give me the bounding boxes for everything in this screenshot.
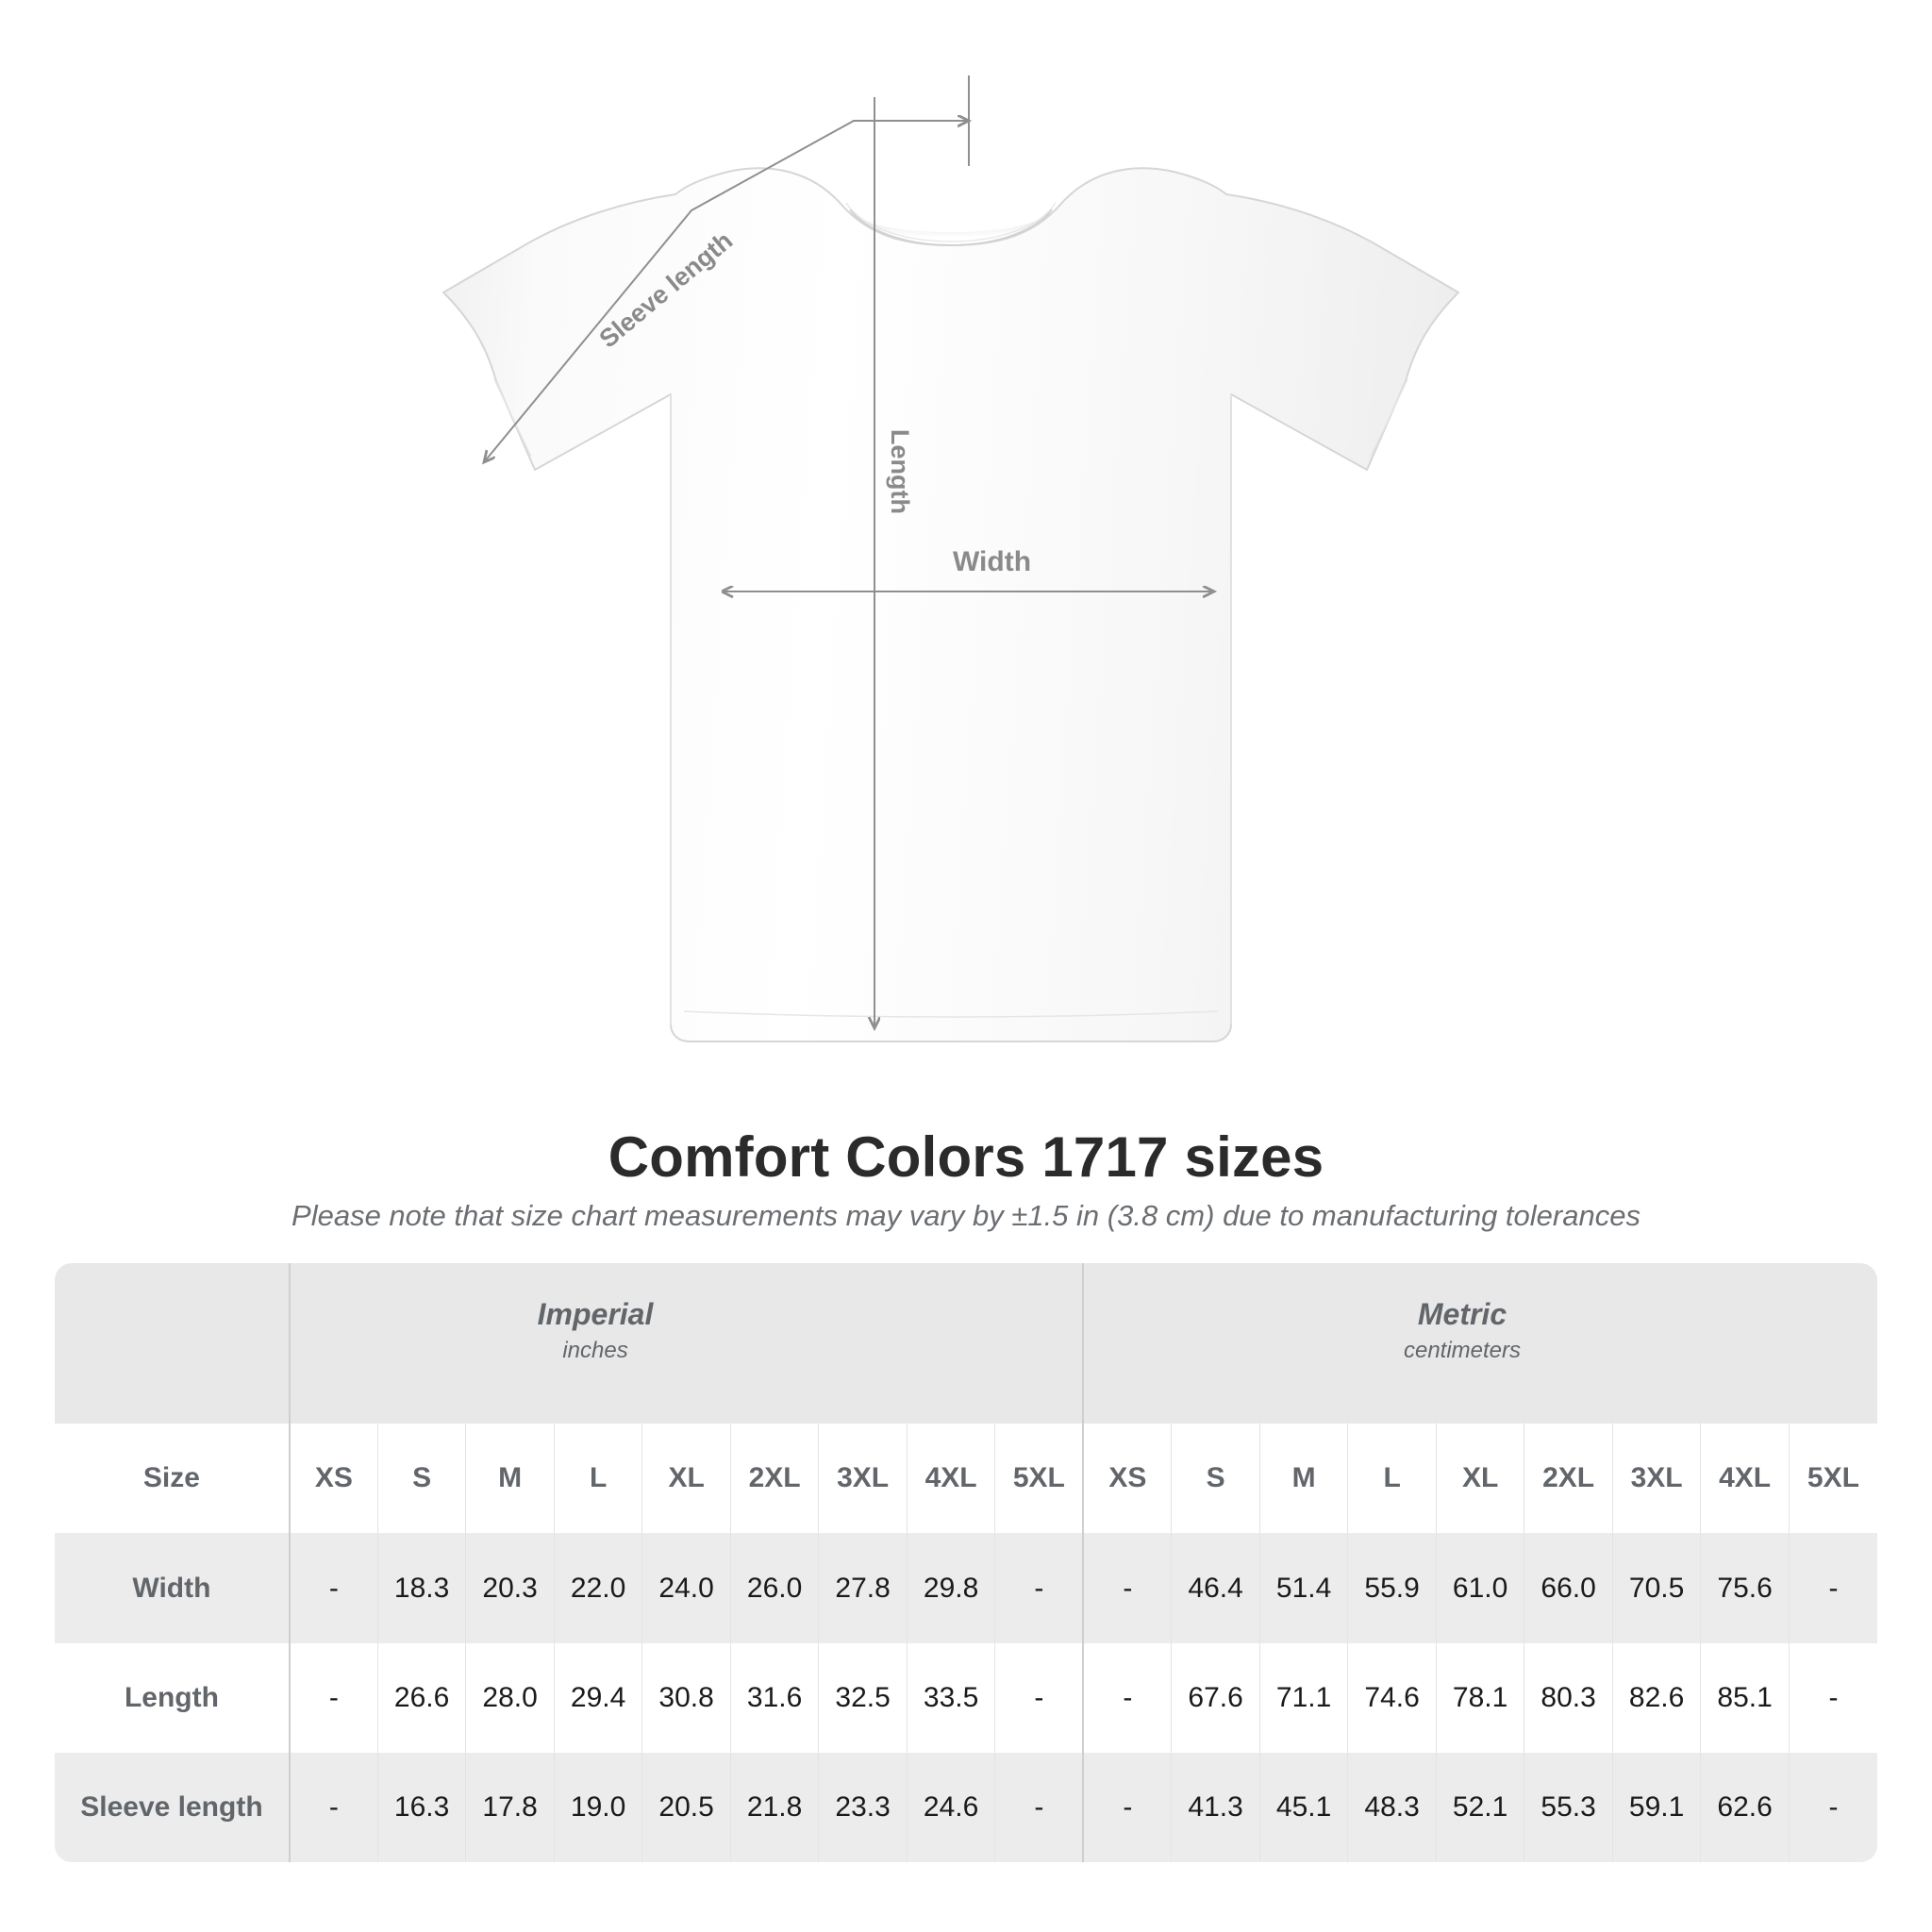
svg-text:Length: Length	[886, 429, 914, 514]
svg-text:Width: Width	[953, 546, 1031, 577]
